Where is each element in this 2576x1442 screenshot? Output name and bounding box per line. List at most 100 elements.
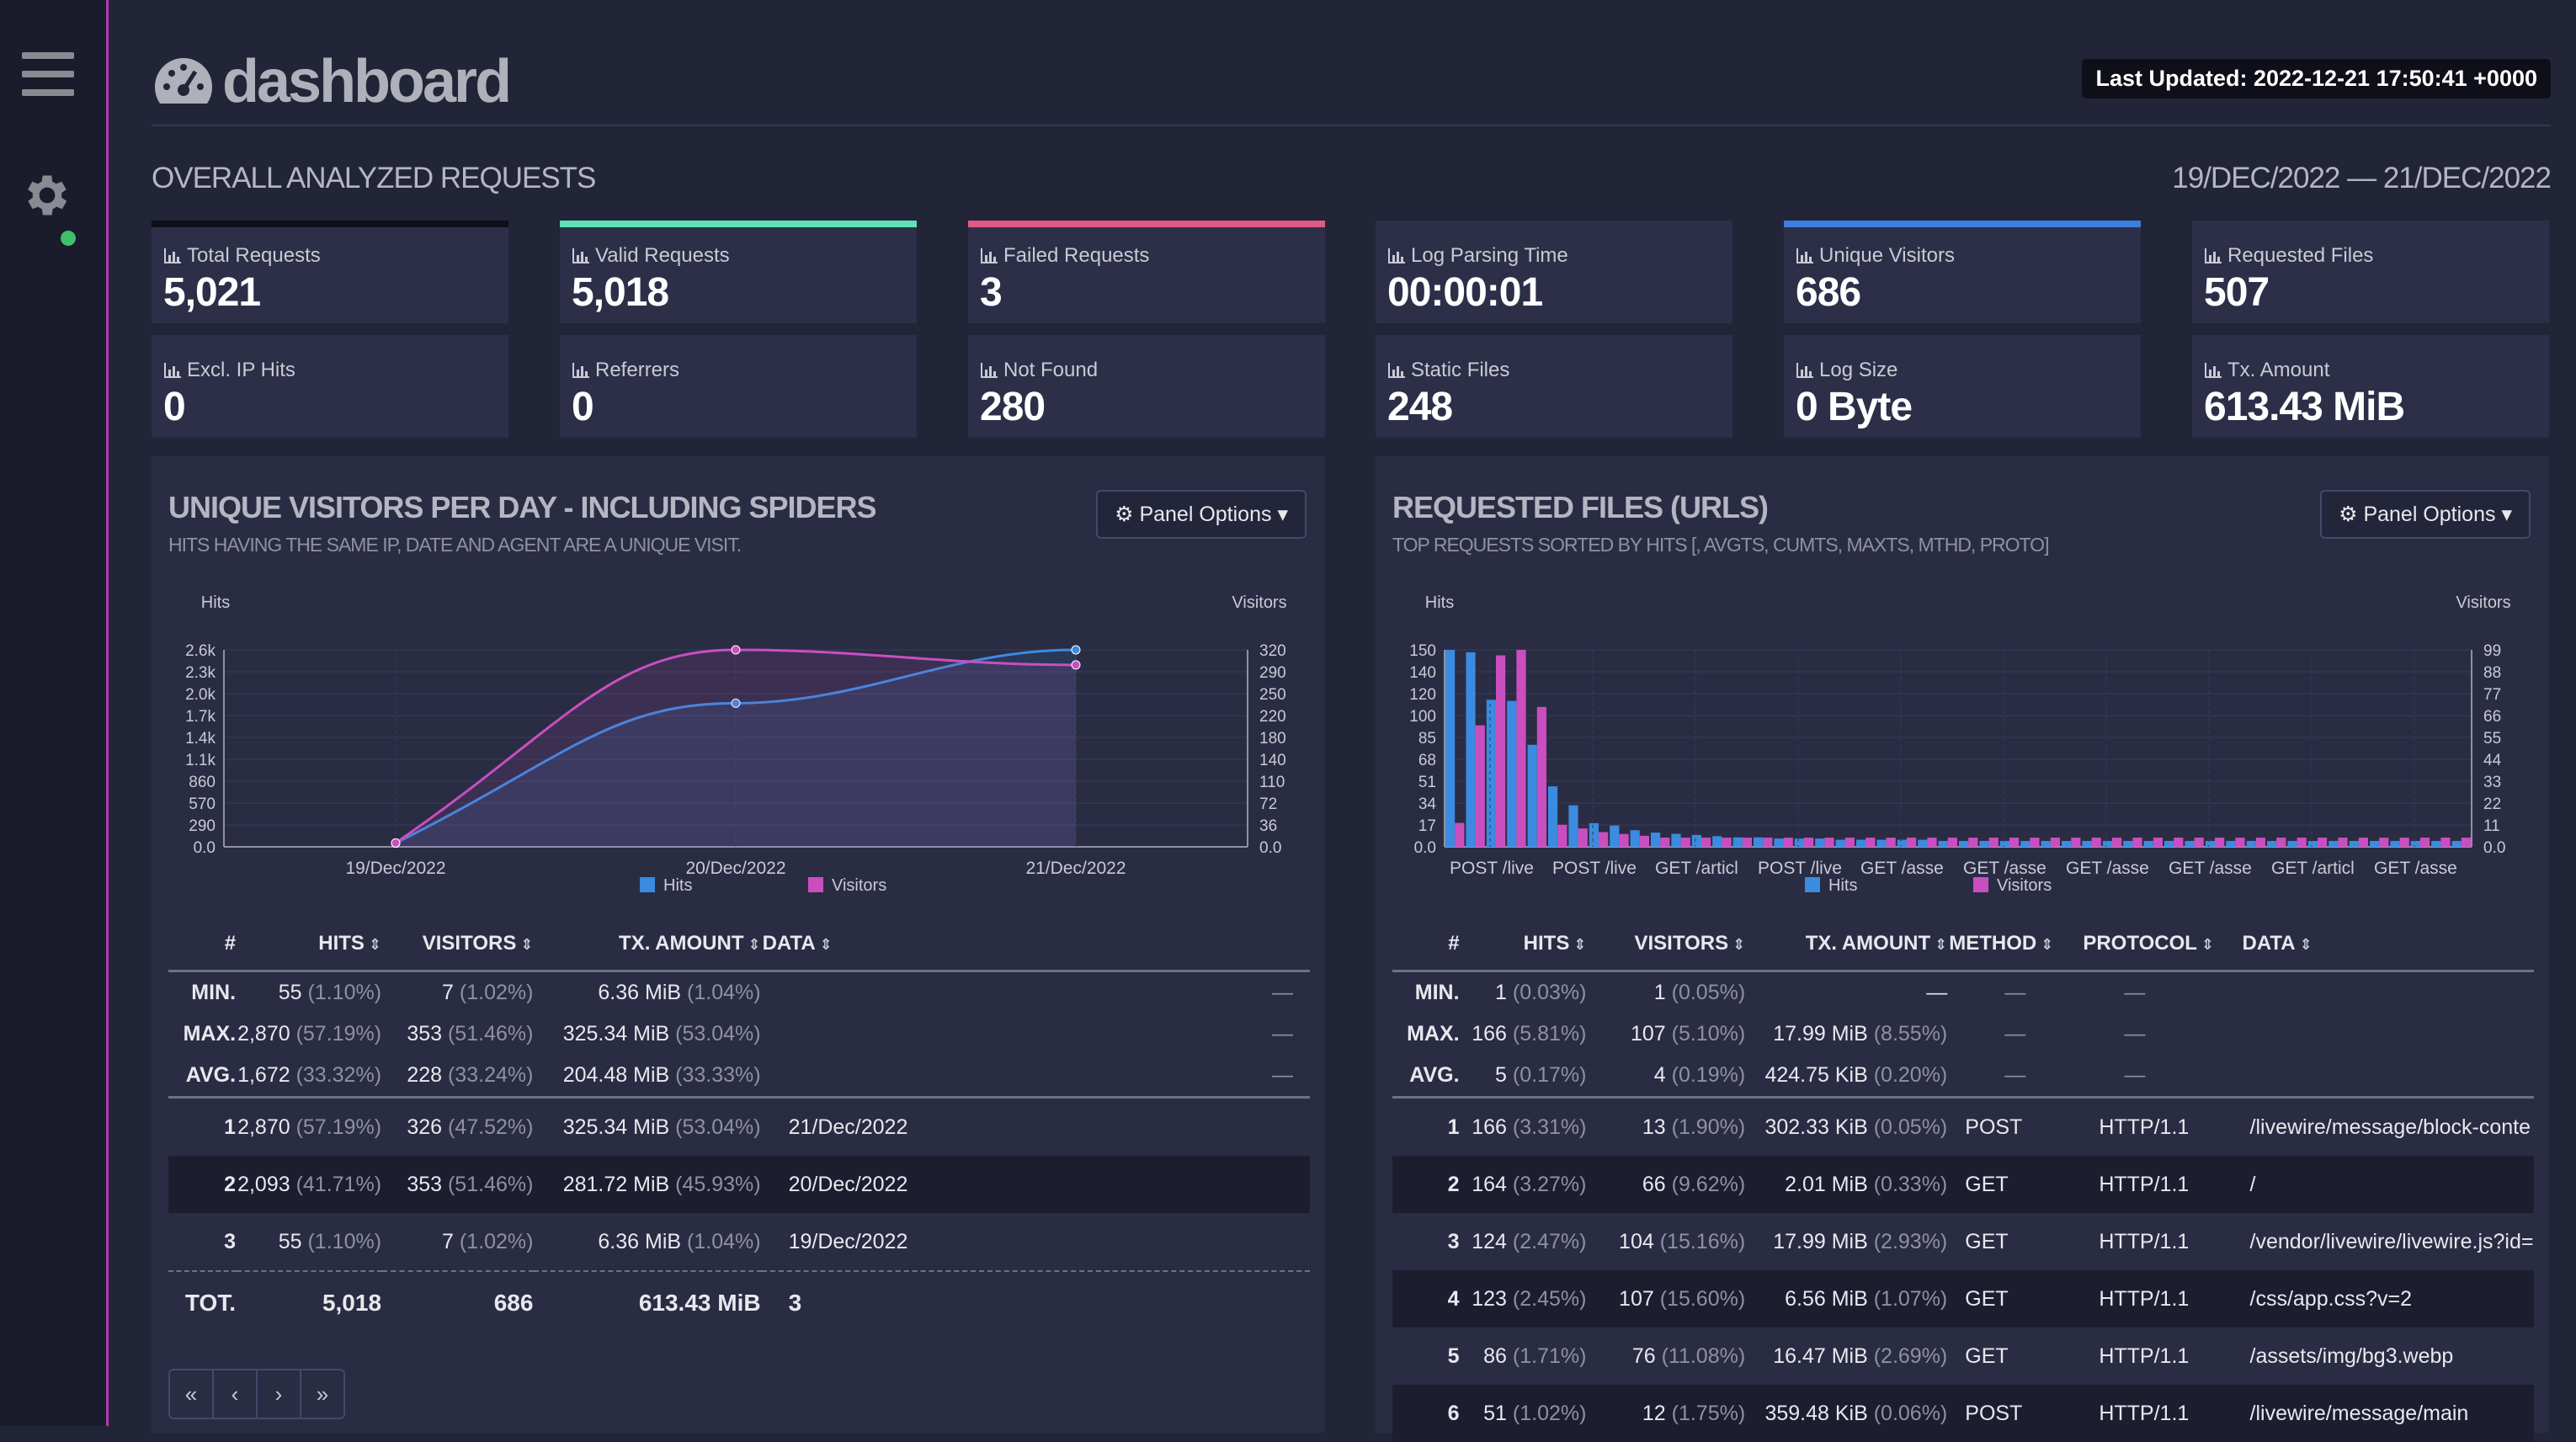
last-page-button[interactable]: »: [316, 1381, 329, 1407]
bar-hits: [1979, 840, 1989, 847]
y2-tick-label: 11: [2483, 817, 2500, 835]
data-point: [731, 645, 741, 655]
bar-chart-icon: [572, 248, 589, 263]
summary-row: MAX. 2,870 (57.19%) 353 (51.46%) 325.34 MiB…: [168, 1014, 1310, 1055]
bar-hits: [2370, 840, 2380, 847]
series-area: [396, 650, 1076, 847]
prev-page-button[interactable]: ‹: [214, 1370, 258, 1418]
bar-visitors: [1742, 838, 1752, 847]
column-header[interactable]: VISITORS ⇕: [382, 918, 535, 972]
hits-cell: 2,093 (41.71%): [237, 1156, 383, 1213]
y2-axis-label: Visitors: [1232, 593, 1286, 612]
bar-visitors: [2461, 838, 2471, 847]
visitors-cell: 228 (33.24%): [382, 1055, 535, 1099]
x-tick-label: 21/Dec/2022: [1025, 859, 1126, 878]
legend-label: Hits: [663, 876, 692, 895]
y-axis-label: Hits: [201, 593, 230, 612]
stat-card: Unique Visitors 686: [1784, 221, 2141, 323]
panel-options-button[interactable]: ⚙ Panel Options ▾: [2320, 490, 2531, 539]
visitors-cell: 66 (9.62%): [1587, 1156, 1747, 1213]
brand[interactable]: dashboard: [152, 47, 512, 116]
table-row[interactable]: 1 166 (3.31%) 13 (1.90%) 302.33 KiB (0.05%)…: [1392, 1098, 2534, 1157]
bar-visitors: [1886, 838, 1896, 847]
table-row[interactable]: 4 123 (2.45%) 107 (15.60%) 6.56 MiB (1.07%)…: [1392, 1270, 2534, 1328]
table-row[interactable]: 2 164 (3.27%) 66 (9.62%) 2.01 MiB (0.33%) GE…: [1392, 1156, 2534, 1213]
column-header[interactable]: DATA ⇕: [761, 918, 1310, 972]
bar-hits: [2246, 840, 2256, 847]
bar-visitors: [2091, 838, 2101, 847]
legend-swatch: [808, 877, 823, 892]
bar-visitors: [1701, 838, 1711, 847]
data-cell: /: [2241, 1156, 2534, 1213]
y-tick-label: 68: [1418, 752, 1436, 769]
visitors-cell: 107 (15.60%): [1587, 1270, 1747, 1328]
y2-tick-label: 22: [2483, 795, 2501, 813]
data-point: [731, 698, 741, 708]
column-header[interactable]: TX. AMOUNT ⇕: [1746, 918, 1949, 972]
table-row[interactable]: 5 86 (1.71%) 76 (11.08%) 16.47 MiB (2.69%) G…: [1392, 1328, 2534, 1385]
visitors-cell: 76 (11.08%): [1631, 1344, 1746, 1368]
row-index: 2: [1392, 1156, 1461, 1213]
bar-hits: [2349, 840, 2359, 847]
first-page-button[interactable]: «: [170, 1370, 214, 1418]
next-page-button[interactable]: ›: [258, 1370, 301, 1418]
bar-visitors: [1578, 828, 1588, 847]
data-cell: 19/Dec/2022: [788, 1229, 908, 1253]
card-label: Excl. IP Hits: [163, 359, 295, 382]
protocol-cell: HTTP/1.1: [2082, 1385, 2242, 1442]
protocol-cell: HTTP/1.1: [2082, 1156, 2242, 1213]
hits-cell: 166 (5.81%): [1472, 1022, 1587, 1046]
column-header[interactable]: PROTOCOL ⇕: [2082, 918, 2242, 972]
panel-title: UNIQUE VISITORS PER DAY - INCLUDING SPID…: [168, 490, 876, 524]
panel-options-button[interactable]: ⚙ Panel Options ▾: [1096, 490, 1307, 539]
column-header[interactable]: TX. AMOUNT ⇕: [534, 918, 762, 972]
table-row[interactable]: 6 51 (1.02%) 12 (1.75%) 359.48 KiB (0.06%) P…: [1392, 1385, 2534, 1442]
bar-visitors: [1907, 838, 1917, 847]
bar-hits: [2082, 840, 2092, 847]
bar-visitors: [1475, 725, 1485, 847]
card-accent-bar: [2192, 335, 2549, 342]
card-label: Failed Requests: [980, 244, 1149, 268]
bar-visitors: [2009, 838, 2020, 847]
caret-down-icon: ▾: [1277, 503, 1288, 526]
data-cell: [2242, 1014, 2534, 1055]
tx-cell: 424.75 KiB (0.20%): [1746, 1055, 1949, 1099]
y2-tick-label: 44: [2483, 752, 2502, 769]
visitors-cell: 107 (5.10%): [1630, 1022, 1746, 1046]
card-accent-bar: [152, 335, 508, 342]
bar-hits: [2410, 840, 2420, 847]
menu-icon[interactable]: [22, 52, 74, 103]
hits-cell: 55 (1.10%): [278, 981, 382, 1004]
y-tick-label: 1.1k: [185, 752, 216, 769]
table-row[interactable]: 1 2,870 (57.19%) 326 (47.52%) 325.34 MiB (5…: [168, 1098, 1310, 1157]
files-panel: REQUESTED FILES (URLS) TOP REQUESTS SORT…: [1376, 456, 2549, 1442]
table-row[interactable]: 2 2,093 (41.71%) 353 (51.46%) 281.72 MiB (4…: [168, 1156, 1310, 1213]
bar-hits: [1691, 834, 1701, 847]
y2-tick-label: 220: [1259, 708, 1286, 726]
date-range[interactable]: 19/DEC/2022 — 21/DEC/2022: [2172, 162, 2552, 194]
table-row[interactable]: 3 55 (1.10%) 7 (1.02%) 6.36 MiB (1.04%) 19/D…: [168, 1213, 1310, 1271]
column-header[interactable]: VISITORS ⇕: [1587, 918, 1747, 972]
gear-icon[interactable]: [20, 168, 74, 222]
column-header: #: [1392, 918, 1461, 972]
data-cell: [2241, 1055, 2534, 1099]
column-header[interactable]: HITS ⇕: [237, 918, 383, 972]
column-header[interactable]: DATA ⇕: [2241, 918, 2534, 972]
tx-cell: 204.48 MiB (33.33%): [534, 1055, 762, 1099]
bar-visitors: [1536, 706, 1546, 847]
card-value: 0 Byte: [1796, 385, 1913, 429]
hits-cell: 124 (2.47%): [1472, 1229, 1587, 1253]
column-header[interactable]: METHOD ⇕: [1948, 918, 2083, 972]
column-header[interactable]: HITS ⇕: [1460, 918, 1588, 972]
hits-cell: 51 (1.02%): [1460, 1385, 1588, 1442]
row-index: 3: [1447, 1229, 1460, 1253]
stat-card: Referrers 0: [560, 335, 917, 438]
card-label: Log Parsing Time: [1387, 244, 1568, 268]
bar-hits: [2185, 840, 2195, 847]
summary-label: MAX.: [183, 1022, 237, 1046]
legend-label: Visitors: [1997, 876, 2052, 895]
speedometer-icon: [154, 58, 213, 104]
bar-hits: [1835, 839, 1845, 847]
table-row[interactable]: 3 124 (2.47%) 104 (15.16%) 17.99 MiB (2.93%…: [1392, 1213, 2534, 1270]
bar-hits: [1466, 652, 1476, 847]
